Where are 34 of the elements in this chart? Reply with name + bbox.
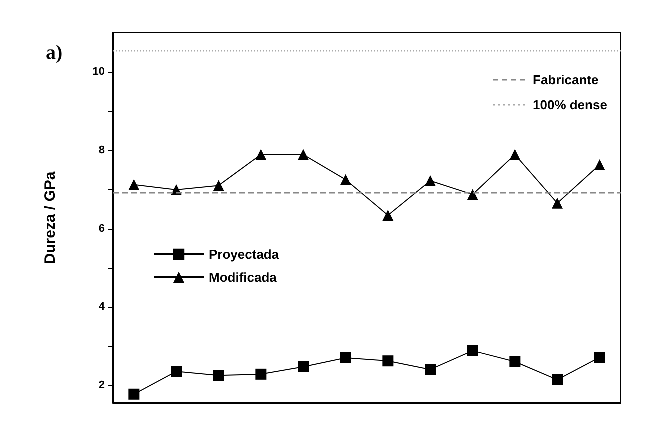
point: [594, 159, 606, 170]
y-axis-title: Dureza / GPa: [42, 171, 59, 264]
y-tick-label: 10: [92, 66, 105, 78]
y-tick-label: 2: [98, 379, 105, 392]
legend-label: 100% dense: [533, 98, 608, 112]
point: [256, 368, 267, 380]
point: [594, 352, 606, 364]
point: [298, 361, 309, 372]
legend-label: Modificada: [209, 270, 278, 285]
point: [552, 198, 563, 209]
point: [467, 189, 478, 200]
point: [382, 210, 394, 221]
y-tick-label: 6: [98, 222, 105, 235]
text: a): [46, 42, 63, 64]
point: [298, 149, 309, 160]
point: [213, 370, 224, 382]
point: [213, 180, 224, 192]
point: [340, 174, 352, 186]
y-tick-label: 4: [98, 301, 106, 314]
point: [467, 345, 478, 356]
point: [340, 352, 352, 364]
point: [382, 356, 394, 367]
point: [510, 356, 521, 368]
point: [425, 176, 436, 186]
point: [128, 388, 140, 400]
point: [128, 179, 140, 190]
legend-label: Proyectada: [209, 247, 280, 262]
y-tick-label: 8: [98, 144, 105, 156]
point: [425, 364, 436, 376]
legend-label: Fabricante: [533, 72, 599, 88]
point: [552, 374, 563, 386]
point: [510, 149, 521, 160]
point: [256, 149, 267, 160]
point: [171, 366, 182, 378]
